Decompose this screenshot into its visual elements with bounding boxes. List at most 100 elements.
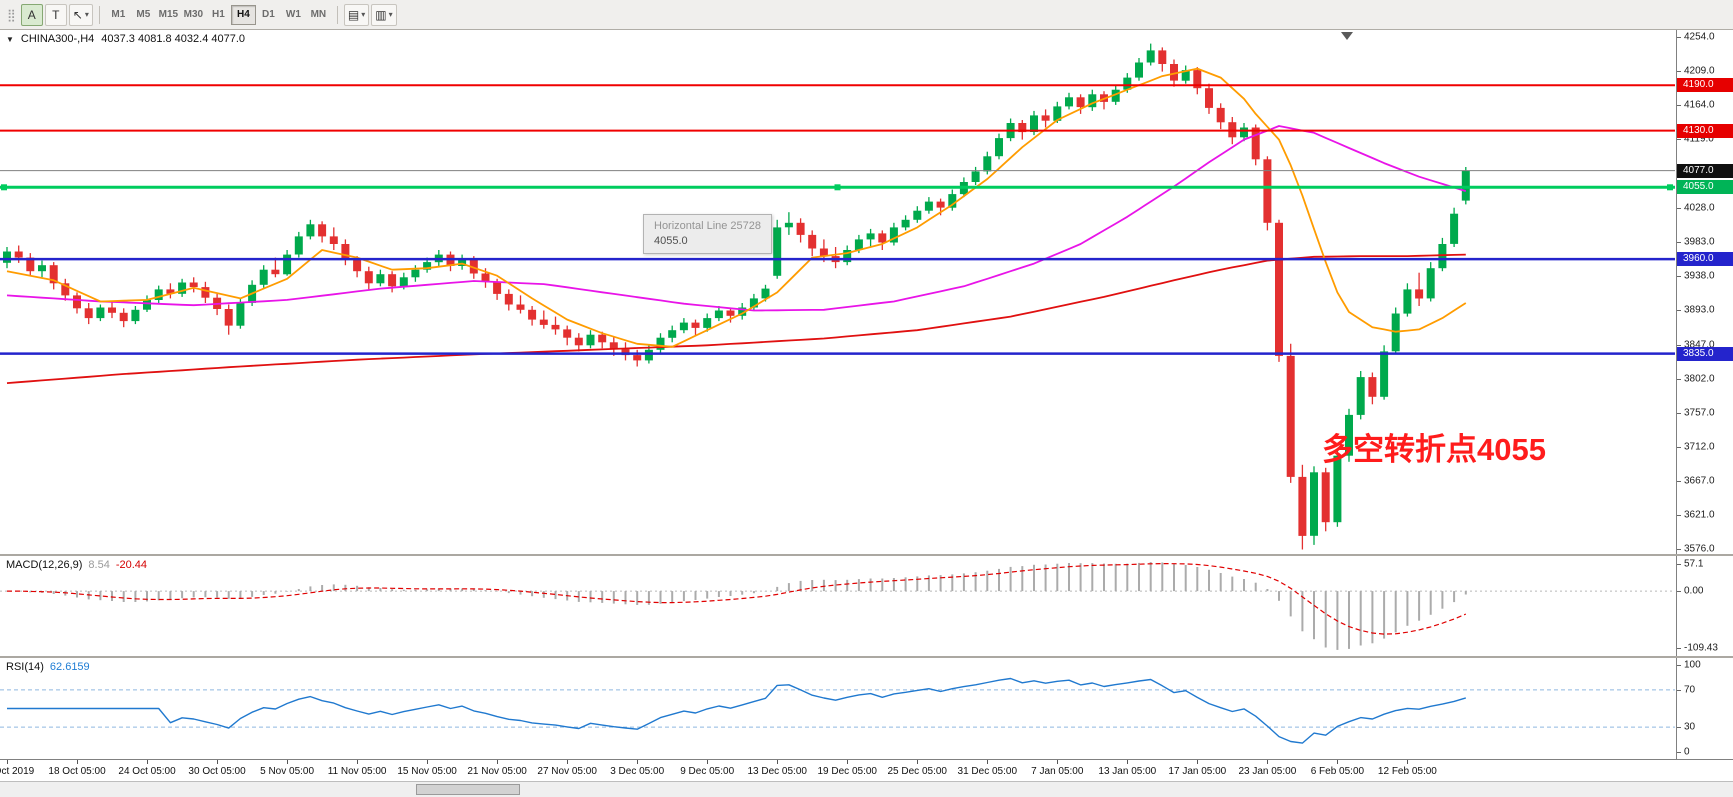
horizontal-scrollbar[interactable] bbox=[0, 781, 1733, 797]
timeframe-group: M1 M5 M15 M30 H1 H4 D1 W1 MN bbox=[106, 4, 331, 25]
price-axis-label: 4254.0 bbox=[1684, 31, 1715, 43]
timeframe-button-m30[interactable]: M30 bbox=[183, 9, 204, 20]
time-tick bbox=[147, 760, 149, 764]
axis-tick bbox=[1677, 207, 1681, 209]
line-handle[interactable] bbox=[1, 184, 7, 191]
timeframe-button-d1[interactable]: D1 bbox=[261, 9, 275, 20]
time-tick bbox=[917, 760, 919, 764]
time-tick bbox=[707, 760, 709, 764]
main-chart-pane: ▼ CHINA300-,H4 4037.3 4081.8 4032.4 4077… bbox=[0, 30, 1733, 555]
time-label: 13 Jan 05:00 bbox=[1098, 766, 1157, 777]
object-tooltip: Horizontal Line 25728 4055.0 bbox=[643, 214, 773, 254]
toolbar-drag-handle-icon[interactable]: ⣿ bbox=[7, 7, 16, 22]
template-icon: ▤ bbox=[347, 7, 360, 22]
annotation-tool-button[interactable]: A bbox=[20, 3, 43, 26]
time-label: 24 Oct 05:00 bbox=[118, 766, 176, 777]
rsi-indicator-name: RSI(14) bbox=[6, 661, 44, 673]
price-axis-label: 3847.0 bbox=[1684, 339, 1715, 351]
cursor-tool-button[interactable]: ↖ ▾ bbox=[68, 3, 93, 26]
time-label: 7 Jan 05:00 bbox=[1031, 766, 1084, 777]
axis-tick bbox=[1677, 412, 1681, 414]
time-tick bbox=[1267, 760, 1269, 764]
text-tool-label: T bbox=[52, 7, 60, 22]
price-badge-4190.0: 4190.0 bbox=[1677, 78, 1733, 93]
horizontal-line-4055[interactable] bbox=[0, 184, 1675, 191]
time-label: 21 Nov 05:00 bbox=[467, 766, 527, 777]
timeframe-button-h4[interactable]: H4 bbox=[230, 4, 256, 25]
ma-slow-red-line bbox=[6, 253, 1466, 384]
annotation-tool-label: A bbox=[27, 7, 36, 22]
toolbar-separator bbox=[336, 5, 338, 24]
timeframe-button-w1[interactable]: W1 bbox=[285, 9, 301, 20]
price-axis-label: 4028.0 bbox=[1684, 202, 1715, 214]
line-handle[interactable] bbox=[1667, 184, 1673, 191]
rsi-axis[interactable]: 100 70 30 0 bbox=[1676, 658, 1733, 759]
symbol-label: ▼ CHINA300-,H4 4037.3 4081.8 4032.4 4077… bbox=[6, 33, 245, 45]
time-tick bbox=[847, 760, 849, 764]
top-toolbar: ⣿ A T ↖ ▾ M1 M5 M15 M30 H1 H4 D1 W1 MN ▤ ▾ ▥ ▾ bbox=[0, 0, 1733, 30]
time-label: 11 Nov 05:00 bbox=[327, 766, 387, 777]
axis-tick bbox=[1677, 138, 1681, 140]
timeframe-button-mn[interactable]: MN bbox=[310, 9, 327, 20]
axis-tick bbox=[1677, 36, 1681, 38]
scrollbar-slider[interactable] bbox=[415, 784, 520, 795]
rsi-axis-label: 0 bbox=[1684, 746, 1690, 758]
time-tick bbox=[1407, 760, 1409, 764]
time-label: 30 Oct 05:00 bbox=[188, 766, 246, 777]
macd-plot[interactable]: MACD(12,26,9) 8.54 -20.44 bbox=[0, 556, 1676, 656]
cursor-icon: ↖ bbox=[72, 7, 83, 22]
time-tick bbox=[567, 760, 569, 764]
price-axis-label: 3757.0 bbox=[1684, 407, 1715, 419]
time-axis[interactable]: 14 Oct 2019 18 Oct 05:00 24 Oct 05:00 30 Oc… bbox=[0, 759, 1733, 781]
time-tick bbox=[287, 760, 289, 764]
price-axis-label: 4209.0 bbox=[1684, 65, 1715, 77]
time-tick bbox=[1127, 760, 1129, 764]
pane-separator[interactable] bbox=[0, 656, 1733, 658]
timeframe-button-m15[interactable]: M15 bbox=[158, 9, 179, 20]
indicators-dropdown-button[interactable]: ▥ ▾ bbox=[371, 3, 397, 26]
macd-signal-value: -20.44 bbox=[115, 559, 148, 571]
time-label: 12 Feb 05:00 bbox=[1377, 766, 1437, 777]
rsi-plot[interactable]: RSI(14) 62.6159 bbox=[0, 658, 1676, 759]
axis-tick bbox=[1677, 515, 1681, 517]
macd-chart bbox=[0, 562, 1675, 650]
time-tick bbox=[777, 760, 779, 764]
tooltip-object-name: Horizontal Line 25728 bbox=[654, 220, 762, 232]
chart-shift-marker[interactable] bbox=[1341, 32, 1353, 40]
line-handle[interactable] bbox=[834, 184, 841, 191]
time-label: 17 Jan 05:00 bbox=[1168, 766, 1227, 777]
axis-tick bbox=[1677, 446, 1681, 448]
chevron-down-icon: ▾ bbox=[388, 10, 393, 19]
macd-main-value: 8.54 bbox=[88, 559, 110, 571]
time-label: 18 Oct 05:00 bbox=[48, 766, 106, 777]
time-tick bbox=[77, 760, 79, 764]
timeframe-button-m1[interactable]: M1 bbox=[111, 9, 126, 20]
timeframe-button-m5[interactable]: M5 bbox=[136, 9, 151, 20]
chart-annotation-text[interactable]: 多空转折点4055 bbox=[1322, 432, 1546, 467]
rsi-axis-label: 100 bbox=[1684, 659, 1701, 671]
macd-signal-line bbox=[7, 562, 1467, 635]
rsi-label: RSI(14) 62.6159 bbox=[6, 661, 90, 673]
chevron-down-icon: ▾ bbox=[84, 10, 89, 19]
ma-mid-magenta-line bbox=[6, 125, 1467, 312]
price-axis-label: 3712.0 bbox=[1684, 441, 1715, 453]
axis-tick bbox=[1677, 309, 1681, 311]
axis-tick bbox=[1677, 665, 1681, 666]
templates-dropdown-button[interactable]: ▤ ▾ bbox=[343, 3, 370, 26]
axis-tick bbox=[1677, 344, 1681, 346]
price-axis[interactable]: 4254.0 4209.0 4164.0 4119.0 4028.0 3983.0 3938… bbox=[1676, 30, 1733, 555]
toolbar-separator bbox=[98, 5, 100, 24]
text-tool-button[interactable]: T bbox=[44, 3, 67, 26]
main-chart-plot[interactable]: ▼ CHINA300-,H4 4037.3 4081.8 4032.4 4077… bbox=[0, 30, 1676, 554]
rsi-pane: RSI(14) 62.6159 100 70 30 0 bbox=[0, 658, 1733, 759]
pane-separator[interactable] bbox=[0, 554, 1733, 556]
price-axis-label: 3938.0 bbox=[1684, 270, 1715, 282]
timeframe-button-h1[interactable]: H1 bbox=[211, 9, 225, 20]
time-label: 9 Dec 05:00 bbox=[680, 766, 735, 777]
axis-tick bbox=[1677, 752, 1681, 753]
macd-axis[interactable]: 57.1 0.00 -109.43 bbox=[1676, 556, 1733, 656]
tooltip-object-value: 4055.0 bbox=[654, 235, 688, 247]
axis-tick bbox=[1677, 104, 1681, 106]
symbol-dropdown-icon[interactable]: ▼ bbox=[6, 34, 14, 44]
price-axis-label: 3576.0 bbox=[1684, 543, 1715, 555]
